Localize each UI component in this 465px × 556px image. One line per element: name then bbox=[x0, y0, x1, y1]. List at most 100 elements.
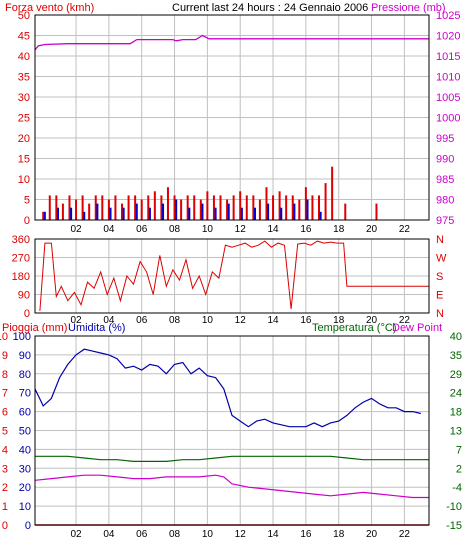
y-tick-label: 7 bbox=[456, 444, 462, 456]
y-tick-label: N bbox=[436, 308, 444, 320]
x-tick-label: 14 bbox=[267, 315, 279, 326]
y-tick-label: S bbox=[436, 271, 443, 283]
temperature-axis-title: Temperatura (°C) bbox=[312, 322, 396, 334]
y-tick-label: 4 bbox=[2, 444, 8, 456]
y-tick-label: -4 bbox=[452, 482, 462, 494]
wind-speed-bars bbox=[42, 166, 378, 220]
x-tick-label: 20 bbox=[366, 315, 378, 326]
y-tick-label: 30 bbox=[19, 463, 31, 475]
y-tick-label: 50 bbox=[19, 426, 31, 438]
wind-axis-ticks: 0 5 10 15 20 25 30 35 40 45 50 bbox=[18, 10, 30, 227]
y-tick-label: 2 bbox=[456, 463, 462, 475]
rain-axis-title: Pioggia (mm) bbox=[2, 322, 67, 334]
x-tick-label: 12 bbox=[235, 529, 247, 540]
direction-degree-ticks: 0 90 180 270 360 bbox=[12, 234, 30, 320]
y-tick-label: 985 bbox=[436, 174, 454, 186]
x-tick-label: 10 bbox=[202, 529, 214, 540]
x-tick-label: 20 bbox=[366, 224, 378, 235]
wind-direction-line bbox=[39, 240, 429, 311]
y-tick-label: 20 bbox=[18, 133, 30, 145]
y-tick-label: 25 bbox=[18, 113, 30, 125]
y-tick-label: 2 bbox=[2, 482, 8, 494]
y-tick-label: 13 bbox=[450, 426, 462, 438]
y-tick-label: 6 bbox=[2, 407, 8, 419]
y-tick-label: 30 bbox=[18, 92, 30, 104]
x-tick-label: 22 bbox=[399, 224, 411, 235]
humidity-axis-title: Umidita (%) bbox=[68, 322, 125, 334]
y-tick-label: 45 bbox=[18, 31, 30, 43]
y-tick-label: 980 bbox=[436, 195, 454, 207]
y-tick-label: 1025 bbox=[436, 10, 460, 22]
panel3-gridlines bbox=[35, 336, 429, 525]
x-tick-label: 16 bbox=[300, 224, 312, 235]
y-tick-label: 995 bbox=[436, 133, 454, 145]
y-tick-label: 1010 bbox=[436, 72, 460, 84]
panel1-x-ticks: 02 04 06 08 10 12 14 16 18 20 22 bbox=[70, 224, 410, 235]
y-tick-label: 15 bbox=[18, 154, 30, 166]
y-tick-label: 80 bbox=[19, 369, 31, 381]
y-tick-label: 0 bbox=[24, 308, 30, 320]
panel2-gridlines bbox=[35, 239, 429, 313]
y-tick-label: 8 bbox=[2, 369, 8, 381]
y-tick-label: 10 bbox=[18, 174, 30, 186]
y-tick-label: 10 bbox=[19, 501, 31, 513]
x-tick-label: 10 bbox=[202, 315, 214, 326]
y-tick-label: 35 bbox=[450, 350, 462, 362]
x-tick-label: 08 bbox=[169, 315, 181, 326]
y-tick-label: 100 bbox=[13, 331, 31, 343]
panel3-x-ticks: 02 04 06 08 10 12 14 16 18 20 22 bbox=[70, 529, 410, 540]
y-tick-label: 60 bbox=[19, 407, 31, 419]
panel1-frame bbox=[34, 14, 430, 221]
y-tick-label: 9 bbox=[2, 350, 8, 362]
x-tick-label: 06 bbox=[136, 224, 148, 235]
y-tick-label: 24 bbox=[450, 388, 462, 400]
y-tick-label: E bbox=[436, 290, 443, 302]
temperature-axis-ticks: -15 -10 -4 2 7 13 18 24 29 35 40 bbox=[446, 331, 462, 532]
x-tick-label: 16 bbox=[300, 529, 312, 540]
y-tick-label: 1 bbox=[2, 501, 8, 513]
y-tick-label: 0 bbox=[25, 520, 31, 532]
x-tick-label: 18 bbox=[333, 315, 345, 326]
y-tick-label: 1005 bbox=[436, 92, 460, 104]
y-tick-label: N bbox=[436, 234, 444, 246]
x-tick-label: 04 bbox=[103, 315, 115, 326]
pressure-line bbox=[34, 34, 429, 51]
panel2-frame bbox=[34, 238, 430, 314]
panel1-gridlines bbox=[35, 15, 429, 220]
y-tick-label: 90 bbox=[18, 290, 30, 302]
y-tick-label: 270 bbox=[12, 253, 30, 265]
x-tick-label: 14 bbox=[267, 529, 279, 540]
x-tick-label: 18 bbox=[333, 529, 345, 540]
wind-axis-title: Forza vento (kmh) bbox=[5, 2, 94, 14]
y-tick-label: -10 bbox=[446, 501, 462, 513]
x-tick-label: 08 bbox=[169, 529, 181, 540]
y-tick-label: 5 bbox=[24, 195, 30, 207]
temperature-line bbox=[35, 455, 429, 462]
y-tick-label: -15 bbox=[446, 520, 462, 532]
gust-bars bbox=[43, 199, 322, 220]
x-tick-label: 12 bbox=[235, 224, 247, 235]
x-tick-label: 22 bbox=[399, 529, 411, 540]
y-tick-label: 10 bbox=[0, 331, 8, 343]
x-tick-label: 02 bbox=[70, 529, 82, 540]
y-tick-label: 40 bbox=[450, 331, 462, 343]
x-tick-label: 18 bbox=[333, 224, 345, 235]
x-tick-label: 02 bbox=[70, 315, 82, 326]
x-tick-label: 04 bbox=[103, 224, 115, 235]
y-tick-label: 1000 bbox=[436, 113, 460, 125]
y-tick-label: 70 bbox=[19, 388, 31, 400]
y-tick-label: 180 bbox=[12, 271, 30, 283]
y-tick-label: 1020 bbox=[436, 31, 460, 43]
x-tick-label: 12 bbox=[235, 315, 247, 326]
x-tick-label: 02 bbox=[70, 224, 82, 235]
x-tick-label: 04 bbox=[103, 529, 115, 540]
humidity-axis-ticks: 0 10 20 30 40 50 60 70 80 90 100 bbox=[13, 331, 31, 532]
x-tick-label: 16 bbox=[300, 315, 312, 326]
y-tick-label: 975 bbox=[436, 215, 454, 227]
chart-subtitle: Current last 24 hours : 24 Gennaio 2006 bbox=[172, 2, 368, 14]
dew-point-title: Dew Point bbox=[392, 322, 442, 334]
